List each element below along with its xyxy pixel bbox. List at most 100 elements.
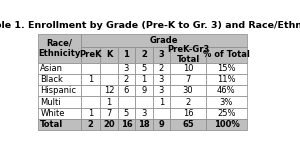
Bar xyxy=(38,97,80,108)
Bar xyxy=(135,47,153,63)
Bar xyxy=(135,108,153,119)
Bar xyxy=(38,34,80,63)
Text: 7: 7 xyxy=(106,109,112,118)
Bar xyxy=(206,97,247,108)
Text: Total: Total xyxy=(40,120,64,129)
Text: 2: 2 xyxy=(185,98,191,106)
Bar xyxy=(153,119,170,130)
Bar xyxy=(100,63,118,74)
Bar xyxy=(118,47,135,63)
Bar xyxy=(153,63,170,74)
Bar xyxy=(153,74,170,85)
Text: Grade: Grade xyxy=(149,36,178,45)
Bar xyxy=(80,97,100,108)
Text: 100%: 100% xyxy=(214,120,239,129)
Text: 15%: 15% xyxy=(217,64,236,73)
Bar xyxy=(153,97,170,108)
Text: 3: 3 xyxy=(158,50,164,59)
Bar xyxy=(135,97,153,108)
Bar xyxy=(135,63,153,74)
Bar xyxy=(80,63,100,74)
Bar xyxy=(80,119,100,130)
Text: 5: 5 xyxy=(124,109,129,118)
Bar xyxy=(80,74,100,85)
Bar xyxy=(100,119,118,130)
Bar xyxy=(153,47,170,63)
Bar xyxy=(206,63,247,74)
Text: 1: 1 xyxy=(159,98,164,106)
Text: K: K xyxy=(106,50,112,59)
Text: White: White xyxy=(40,109,65,118)
Bar xyxy=(118,74,135,85)
Text: 1: 1 xyxy=(141,75,146,84)
Text: Hispanic: Hispanic xyxy=(40,86,76,95)
Bar xyxy=(135,74,153,85)
Text: 20: 20 xyxy=(103,120,115,129)
Text: 3: 3 xyxy=(159,86,164,95)
Text: 12: 12 xyxy=(104,86,114,95)
Text: 10: 10 xyxy=(183,64,193,73)
Bar xyxy=(100,85,118,97)
Text: 16: 16 xyxy=(121,120,132,129)
Text: 9: 9 xyxy=(141,86,146,95)
Text: Black: Black xyxy=(40,75,63,84)
Bar xyxy=(206,108,247,119)
Text: 2: 2 xyxy=(141,50,147,59)
Text: 18: 18 xyxy=(138,120,150,129)
Bar xyxy=(80,108,100,119)
Text: 6: 6 xyxy=(124,86,129,95)
Bar xyxy=(80,47,100,63)
Text: 65: 65 xyxy=(182,120,194,129)
Text: 30: 30 xyxy=(183,86,194,95)
Text: Race/
Ethnicity: Race/ Ethnicity xyxy=(38,39,80,58)
Text: 3: 3 xyxy=(159,75,164,84)
Bar xyxy=(170,108,206,119)
Text: Multi: Multi xyxy=(40,98,61,106)
Bar xyxy=(153,108,170,119)
Bar xyxy=(100,74,118,85)
Text: 1: 1 xyxy=(106,98,112,106)
Bar xyxy=(170,97,206,108)
Text: 3: 3 xyxy=(124,64,129,73)
Bar xyxy=(135,85,153,97)
Bar xyxy=(80,85,100,97)
Bar xyxy=(100,108,118,119)
Bar xyxy=(38,74,80,85)
Bar xyxy=(206,85,247,97)
Bar xyxy=(170,119,206,130)
Bar xyxy=(206,74,247,85)
Text: 3%: 3% xyxy=(220,98,233,106)
Bar xyxy=(38,108,80,119)
Bar xyxy=(38,85,80,97)
Bar xyxy=(170,47,206,63)
Bar xyxy=(206,119,247,130)
Text: 16: 16 xyxy=(183,109,194,118)
Text: 11%: 11% xyxy=(217,75,236,84)
Text: 46%: 46% xyxy=(217,86,236,95)
Bar xyxy=(118,85,135,97)
Text: 1: 1 xyxy=(88,75,93,84)
Text: PreK: PreK xyxy=(79,50,102,59)
Bar xyxy=(80,34,247,47)
Text: PreK-Gr3
Total: PreK-Gr3 Total xyxy=(167,45,209,64)
Bar xyxy=(118,119,135,130)
Text: Asian: Asian xyxy=(40,64,63,73)
Bar xyxy=(38,63,80,74)
Text: 2: 2 xyxy=(124,75,129,84)
Bar xyxy=(38,119,80,130)
Text: 2: 2 xyxy=(159,64,164,73)
Bar xyxy=(100,47,118,63)
Text: Table 1. Enrollment by Grade (Pre-K to Gr. 3) and Race/Ethnicity: Table 1. Enrollment by Grade (Pre-K to G… xyxy=(0,21,300,30)
Bar xyxy=(170,85,206,97)
Bar xyxy=(118,97,135,108)
Bar xyxy=(118,63,135,74)
Bar xyxy=(170,74,206,85)
Bar xyxy=(153,85,170,97)
Bar xyxy=(206,47,247,63)
Bar xyxy=(100,97,118,108)
Text: 7: 7 xyxy=(185,75,191,84)
Bar xyxy=(170,63,206,74)
Text: 1: 1 xyxy=(88,109,93,118)
Text: % of Total: % of Total xyxy=(203,50,250,59)
Bar xyxy=(135,119,153,130)
